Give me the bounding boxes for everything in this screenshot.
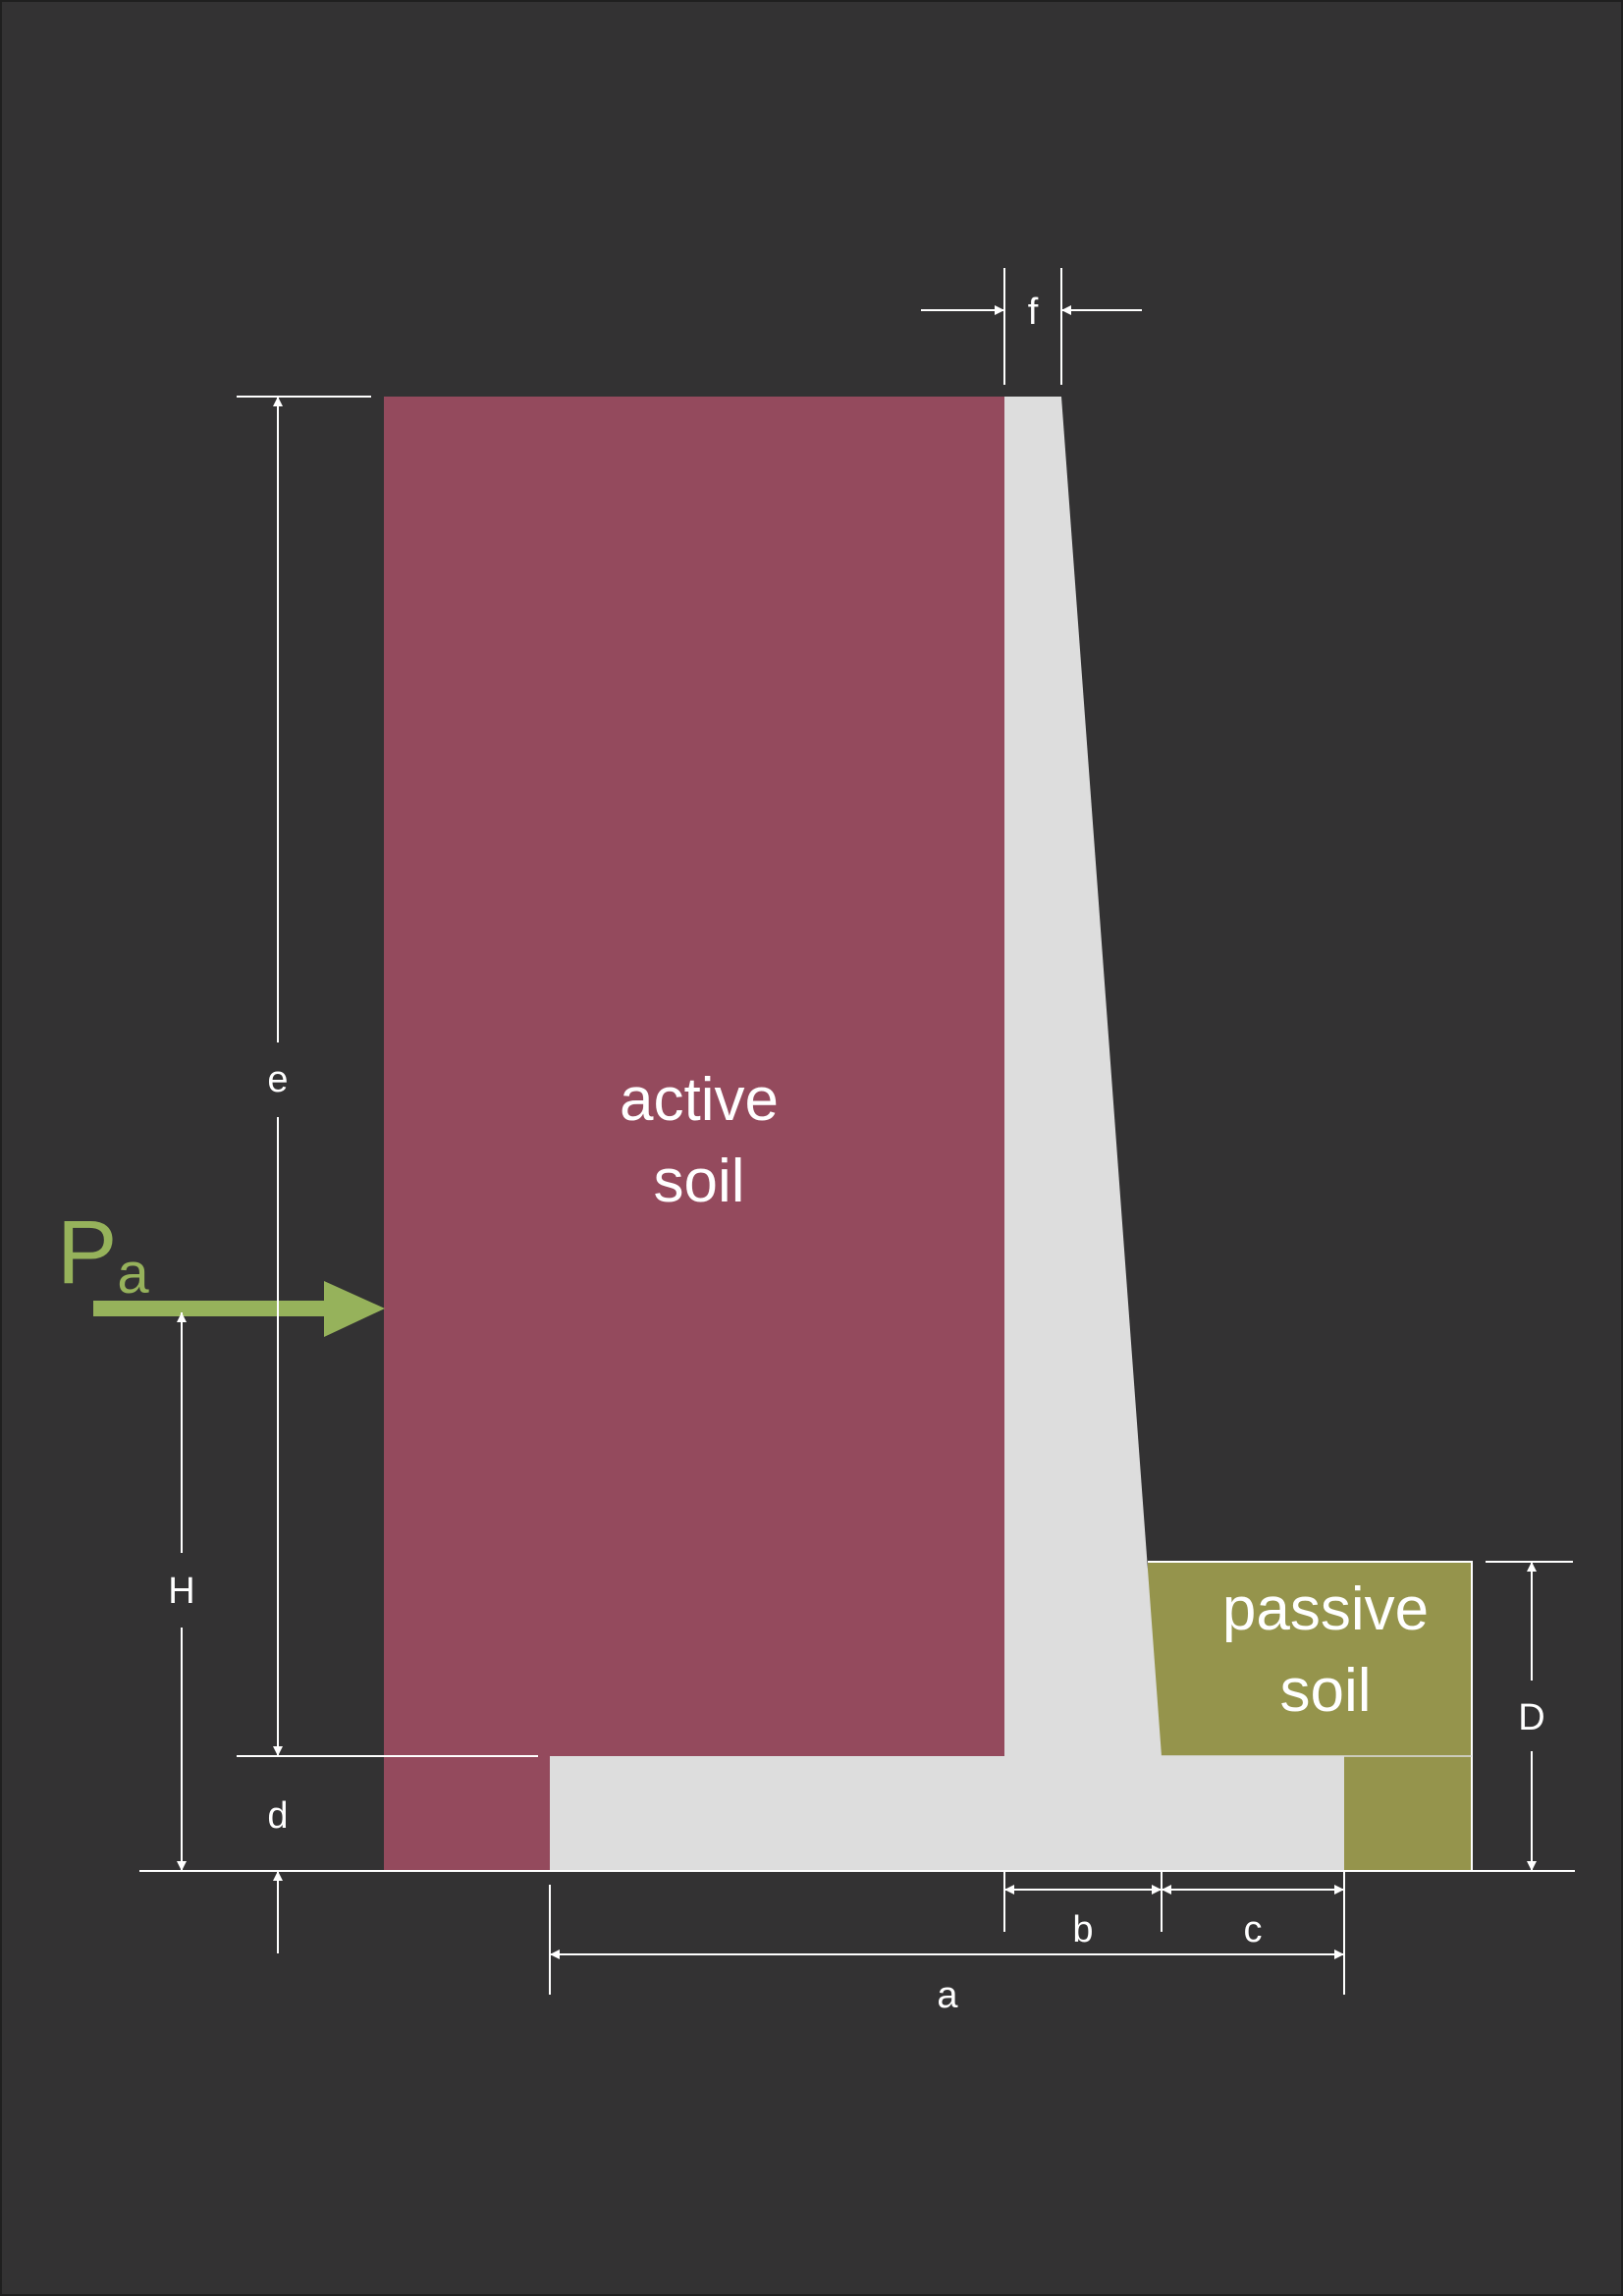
dimension-H-label: H — [168, 1571, 194, 1612]
dimension-f — [921, 268, 1142, 385]
force-label-subscript: a — [117, 1242, 149, 1306]
dimension-b-label: b — [1072, 1909, 1093, 1950]
dimension-b-c — [1003, 1871, 1345, 1995]
dimension-c-label: c — [1244, 1909, 1263, 1950]
force-label-P: P — [57, 1202, 117, 1303]
passive-soil-label-line1: passive — [1222, 1575, 1429, 1643]
dimension-e-label: e — [267, 1059, 288, 1100]
dimension-a — [549, 1885, 1344, 1995]
active-soil-region — [384, 397, 1004, 1871]
active-soil-label-line1: active — [620, 1066, 779, 1134]
dimension-a-label: a — [937, 1975, 958, 2016]
dimension-f-label: f — [1028, 292, 1039, 333]
base-slab — [550, 1756, 1344, 1871]
dimension-D — [1486, 1561, 1573, 1872]
active-soil-label-line2: soil — [653, 1148, 744, 1215]
dimension-D-label: D — [1518, 1697, 1544, 1738]
passive-soil-label-line2: soil — [1279, 1657, 1371, 1725]
wall-stem — [1004, 397, 1162, 1756]
force-label: Pa — [57, 1202, 149, 1306]
dimension-d-label: d — [267, 1795, 288, 1837]
active-force-arrow — [93, 1281, 385, 1337]
dimension-e — [237, 396, 538, 1757]
